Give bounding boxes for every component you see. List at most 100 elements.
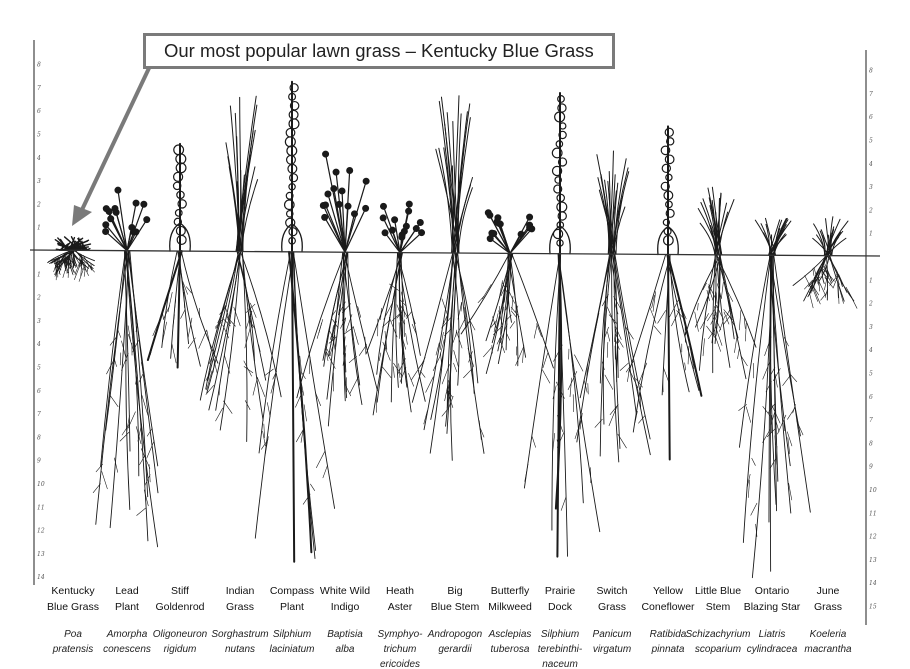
scale-tick-label: 4 — [36, 155, 41, 162]
callout-arrow — [72, 65, 152, 226]
scale-tick-label: 13 — [37, 551, 45, 558]
common-name-label: Prairie Dock — [544, 585, 576, 613]
scale-tick-label: 2 — [36, 295, 41, 302]
roots — [738, 254, 811, 579]
common-name-label: June Grass — [813, 585, 842, 613]
scale-tick-label: 6 — [869, 114, 873, 121]
scale-tick-label: 5 — [869, 371, 873, 378]
scale-tick-label: 7 — [869, 417, 873, 424]
scientific-name-label: Andropogon gerardii — [427, 629, 483, 655]
scientific-name-label: Panicum virgatum — [592, 629, 632, 655]
scale-tick-label: 14 — [37, 574, 45, 581]
plant-lead-plant — [92, 186, 159, 548]
scientific-name-label: Symphyo- trichum ericoides — [377, 629, 423, 669]
ground-line — [29, 249, 881, 257]
roots — [47, 249, 95, 282]
scientific-name-label: Liatris cylindracea — [746, 629, 798, 655]
roots — [574, 253, 651, 463]
common-name-label: Stiff Goldenrod — [155, 585, 205, 613]
roots — [685, 254, 757, 380]
shoot — [596, 150, 630, 255]
scale-tick-label: 12 — [37, 528, 45, 535]
shoot — [484, 209, 536, 254]
plant-yellow-coneflower — [628, 125, 703, 461]
scientific-name-label: Koeleria macrantha — [804, 629, 852, 655]
scale-tick-label: 5 — [37, 132, 41, 139]
roots — [199, 251, 282, 442]
roots — [146, 250, 219, 369]
shoot — [549, 91, 571, 255]
shoot — [754, 217, 792, 256]
scale-tick-label: 5 — [869, 138, 873, 145]
scale-tick-label: 7 — [869, 91, 873, 98]
scale-tick-label: 2 — [868, 207, 873, 214]
roots — [792, 255, 858, 309]
scientific-name-label: Ratibida pinnata — [649, 629, 687, 655]
plant-illustrations — [47, 80, 858, 579]
plant-heath-aster — [365, 200, 426, 416]
scale-tick-label: 9 — [37, 458, 41, 465]
common-name-label: Yellow Coneflower — [641, 585, 695, 613]
shoot — [812, 216, 849, 257]
scale-tick-label: 10 — [37, 481, 45, 488]
plant-little-blue-stem — [685, 186, 757, 380]
plant-compass-plant — [254, 80, 336, 563]
shoot — [281, 80, 303, 253]
scale-tick-label: 3 — [869, 324, 873, 331]
common-name-label: Indian Grass — [225, 585, 255, 613]
roots — [365, 252, 426, 416]
depth-scales: 1122334455667788123456789101112131412345… — [33, 40, 877, 625]
scale-tick-label: 11 — [869, 510, 877, 517]
scale-tick-label: 3 — [37, 318, 41, 325]
plant-indian-grass — [199, 95, 282, 442]
scale-tick-label: 2 — [36, 201, 41, 208]
scale-tick-label: 6 — [37, 108, 41, 115]
plant-switch-grass — [574, 150, 651, 463]
roots — [411, 252, 485, 461]
scale-tick-label: 10 — [869, 487, 877, 494]
scientific-name-label: Silphium laciniatum — [269, 629, 315, 655]
common-name-label: Kentucky Blue Grass — [47, 585, 99, 613]
common-name-label: Switch Grass — [596, 585, 628, 613]
scale-tick-label: 13 — [869, 557, 877, 564]
common-name-label: Ontario Blazing Star — [743, 585, 801, 613]
scale-tick-label: 1 — [869, 277, 873, 284]
shoot — [379, 200, 426, 254]
common-name-label: Little Blue Stem — [694, 585, 742, 613]
plant-ontario-blazing-star — [738, 217, 811, 579]
scale-tick-label: 4 — [868, 347, 873, 354]
scale-tick-label: 3 — [37, 178, 41, 185]
scientific-name-label: Sorghastrum nutans — [211, 629, 269, 655]
plant-kentucky-blue-grass — [47, 236, 95, 282]
scale-tick-label: 15 — [869, 604, 877, 611]
scale-tick-label: 9 — [869, 464, 873, 471]
plant-prairie-dock — [523, 91, 601, 558]
common-name-label: Lead Plant — [115, 585, 139, 613]
shoot — [54, 236, 92, 252]
roots — [628, 253, 703, 461]
scale-tick-label: 7 — [37, 85, 41, 92]
plant-stiff-goldenrod — [146, 142, 219, 369]
callout-box: Our most popular lawn grass – Kentucky B… — [143, 33, 615, 69]
scale-tick-label: 6 — [869, 394, 873, 401]
common-name-label: Big Blue Stem — [430, 585, 480, 613]
plant-white-wild-indigo — [296, 150, 378, 427]
scale-tick-label: 14 — [869, 580, 877, 587]
shoot — [319, 150, 370, 253]
common-name-label: White Wild Indigo — [319, 585, 371, 613]
scale-tick-label: 6 — [37, 388, 41, 395]
scale-tick-label: 4 — [36, 341, 41, 348]
scientific-name-label: Asclepias tuberosa — [488, 629, 532, 655]
scale-tick-label: 4 — [868, 161, 873, 168]
scale-tick-label: 8 — [37, 62, 41, 69]
scientific-name-label: Oligoneuron rigidum — [152, 629, 208, 655]
scale-tick-label: 7 — [37, 411, 41, 418]
shoot — [102, 186, 151, 252]
scale-tick-label: 5 — [37, 365, 41, 372]
scale-tick-label: 8 — [869, 68, 873, 75]
scale-tick-label: 8 — [37, 434, 41, 441]
roots — [296, 251, 378, 427]
scale-tick-label: 2 — [868, 301, 873, 308]
roots — [523, 252, 601, 558]
